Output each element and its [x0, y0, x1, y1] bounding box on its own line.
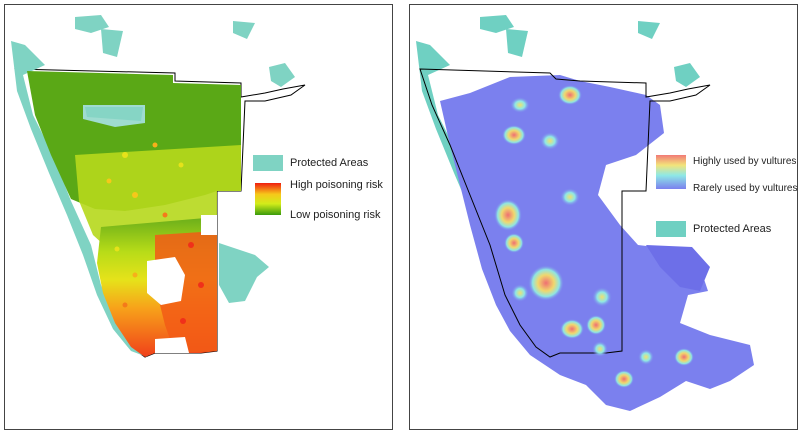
vulture-use-southeast-lobe	[646, 245, 710, 291]
protected-area-zambia	[269, 63, 295, 87]
protected-area-angola-2	[101, 29, 123, 57]
no-data-area-south	[155, 337, 189, 353]
protected-area-angola-1	[480, 15, 514, 33]
vulture-use-map	[416, 15, 754, 411]
protected-area-angola-2	[506, 29, 528, 57]
vulture-use-surface	[440, 75, 754, 411]
legend-high-risk-label: High poisoning risk	[290, 179, 383, 191]
coastal-protected-area	[11, 41, 147, 357]
vulture-use-map-panel: Highly used by vultures Rarely used by v…	[409, 4, 798, 430]
protected-area-angola-3	[233, 21, 255, 39]
no-data-area-kalahari	[147, 257, 185, 305]
namibia-outline	[419, 68, 711, 358]
protected-area-angola-3	[638, 21, 660, 39]
protected-area-angola-1	[75, 15, 109, 33]
protected-area-zambia	[674, 63, 700, 87]
no-data-area-east	[201, 215, 217, 235]
poisoning-risk-map	[11, 15, 306, 358]
legend-high-use-label: Highly used by vultures	[693, 156, 797, 167]
legend-protected-label: Protected Areas	[693, 223, 772, 235]
legend-protected-swatch	[253, 155, 283, 171]
legend-protected-swatch	[656, 221, 686, 237]
vulture-hotspots	[494, 85, 694, 388]
risk-hotspots	[106, 142, 204, 324]
legend-protected-label: Protected Areas	[290, 157, 369, 169]
poisoning-risk-map-panel: Protected Areas High poisoning risk Low …	[4, 4, 393, 430]
legend-low-use-label: Rarely used by vultures	[693, 183, 798, 194]
coastal-protected-area	[416, 41, 552, 357]
legend-use-gradient	[656, 155, 686, 189]
no-data-area-etosha	[85, 107, 143, 121]
legend-low-risk-label: Low poisoning risk	[290, 209, 381, 221]
protected-area-botswana	[219, 243, 269, 303]
legend-risk-gradient	[255, 183, 281, 215]
